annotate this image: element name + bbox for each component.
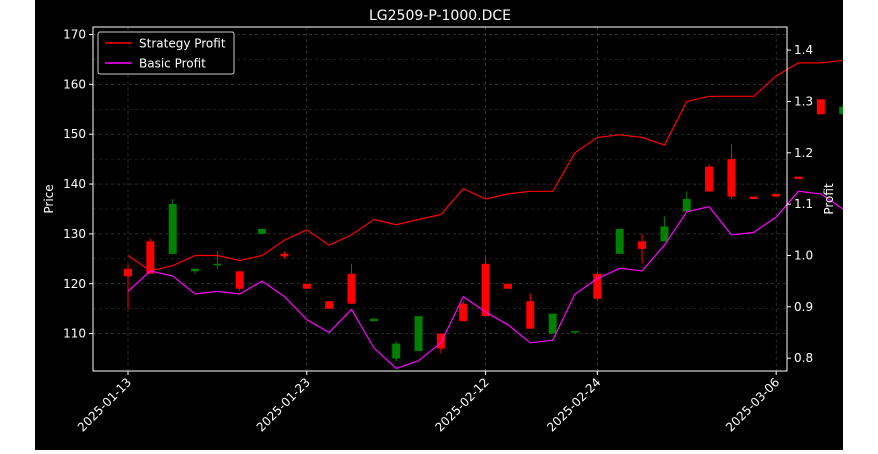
y-tick-label: 150	[63, 127, 86, 141]
candle-body	[369, 318, 378, 322]
candle-body	[347, 273, 356, 304]
candle-body	[459, 303, 468, 322]
candle-body	[593, 273, 602, 299]
candle-body	[258, 228, 267, 234]
candle-body	[213, 263, 222, 266]
y2-tick-label: 1.3	[794, 94, 813, 108]
y-tick-label: 160	[63, 77, 86, 91]
candle-body	[660, 226, 669, 242]
x-tick-label: 2025-02-24	[544, 375, 603, 434]
y2-tick-label: 0.8	[794, 351, 813, 365]
candle-body	[414, 316, 423, 352]
y2-tick-label: 1.4	[794, 43, 813, 57]
y-tick-label: 140	[63, 177, 86, 191]
x-tick-label: 2025-02-12	[433, 375, 492, 434]
chart-canvas: 110 120 130 140 150 160 170 0.8 0.9 1.0 1.1 1.2 1.3…	[35, 0, 878, 450]
candle-body	[146, 241, 155, 274]
legend-label-basic: Basic Profit	[139, 57, 206, 71]
x-axis: 2025-01-13 2025-01-23 2025-02-12 2025-02-24…	[75, 371, 782, 434]
candlestick-chart: 110 120 130 140 150 160 170 0.8 0.9 1.0 1.1 1.2 1.3…	[42, 8, 878, 434]
profit-lines	[127, 59, 878, 370]
y-axis-left: 110 120 130 140 150 160 170	[63, 27, 93, 341]
x-tick-label: 2025-03-06	[723, 375, 782, 434]
candle-body	[749, 196, 758, 199]
y2-tick-label: 1.2	[794, 146, 813, 160]
candle-body	[794, 176, 803, 180]
legend: Strategy Profit Basic Profit	[97, 31, 235, 75]
y-axis-right: 0.8 0.9 1.0 1.1 1.2 1.3 1.4	[787, 43, 813, 365]
candle-body	[727, 159, 736, 197]
candle-body	[503, 283, 512, 289]
candle-body	[124, 268, 132, 277]
candle-body	[682, 199, 691, 212]
candle-body	[816, 99, 825, 115]
candle-body	[325, 301, 334, 309]
y2-tick-label: 1.0	[794, 248, 813, 262]
candle-body	[280, 253, 289, 257]
candle-body	[638, 241, 647, 249]
y2-tick-label: 1.1	[794, 197, 813, 211]
grid	[93, 27, 787, 371]
candle-body	[772, 194, 781, 197]
y2-tick-label: 0.9	[794, 300, 813, 314]
candle-body	[436, 333, 445, 349]
y-tick-label: 120	[63, 277, 86, 291]
chart-title: LG2509-P-1000.DCE	[369, 8, 511, 24]
candle-body	[548, 313, 557, 334]
candle-body	[705, 166, 714, 192]
candle-body	[392, 343, 401, 359]
candle-body	[302, 283, 311, 289]
candle-body	[839, 106, 848, 115]
candles	[124, 99, 870, 362]
y2-axis-label: Profit	[822, 183, 836, 215]
x-tick-label: 2025-01-23	[254, 375, 313, 434]
y-tick-label: 110	[63, 327, 86, 341]
basic-profit-line	[127, 190, 878, 370]
candle-body	[615, 228, 624, 254]
y-tick-label: 170	[63, 27, 86, 41]
candle-body	[571, 331, 579, 333]
x-tick-label: 2025-01-13	[75, 375, 134, 434]
strategy-profit-line	[127, 59, 878, 272]
candle-body	[481, 263, 490, 317]
plot-frame	[92, 26, 788, 372]
y-tick-label: 130	[63, 227, 86, 241]
legend-label-strategy: Strategy Profit	[139, 37, 226, 51]
candle-body	[168, 203, 177, 254]
y-axis-label: Price	[42, 184, 56, 213]
candle-body	[235, 271, 244, 289]
candle-body	[191, 268, 200, 272]
candle-body	[526, 301, 535, 329]
